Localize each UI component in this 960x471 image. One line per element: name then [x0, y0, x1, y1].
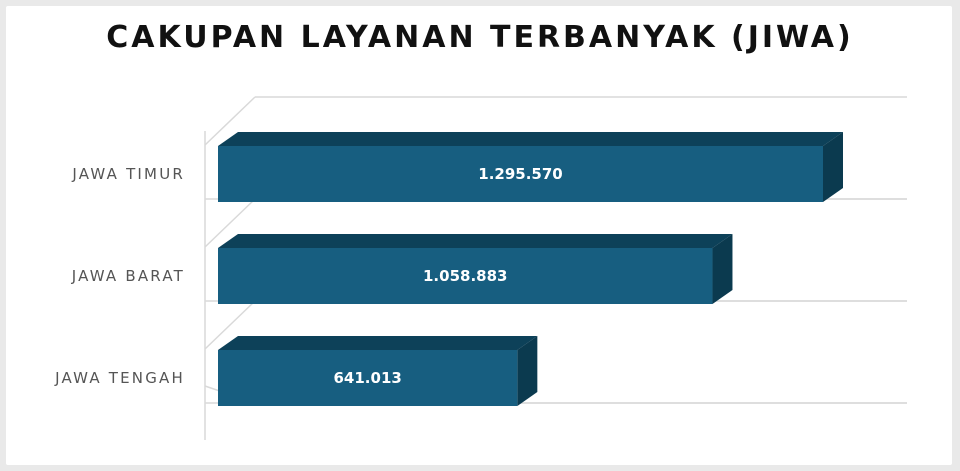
tick-label: JAWA TIMUR: [71, 165, 185, 183]
bar-top-face: [218, 336, 538, 350]
chart-title: CAKUPAN LAYANAN TERBANYAK (JIWA): [106, 20, 854, 55]
wall-diagonal: [204, 198, 256, 248]
bar-top-face: [218, 234, 733, 248]
bar: [218, 248, 713, 304]
bar-side-face: [823, 132, 843, 202]
data-label: 641.013: [334, 369, 402, 387]
tick-label: JAWA TENGAH: [54, 369, 185, 387]
wall-diagonal: [204, 300, 256, 350]
bar-side-face: [517, 336, 538, 406]
bar-top-face: [218, 132, 843, 146]
data-label: 1.295.570: [478, 165, 562, 183]
tick-label: JAWA BARAT: [71, 267, 185, 285]
data-label: 1.058.883: [423, 267, 507, 285]
wall-diagonal: [204, 96, 256, 146]
bar: [218, 350, 518, 406]
bar: [218, 146, 823, 202]
bar-side-face: [712, 234, 733, 304]
